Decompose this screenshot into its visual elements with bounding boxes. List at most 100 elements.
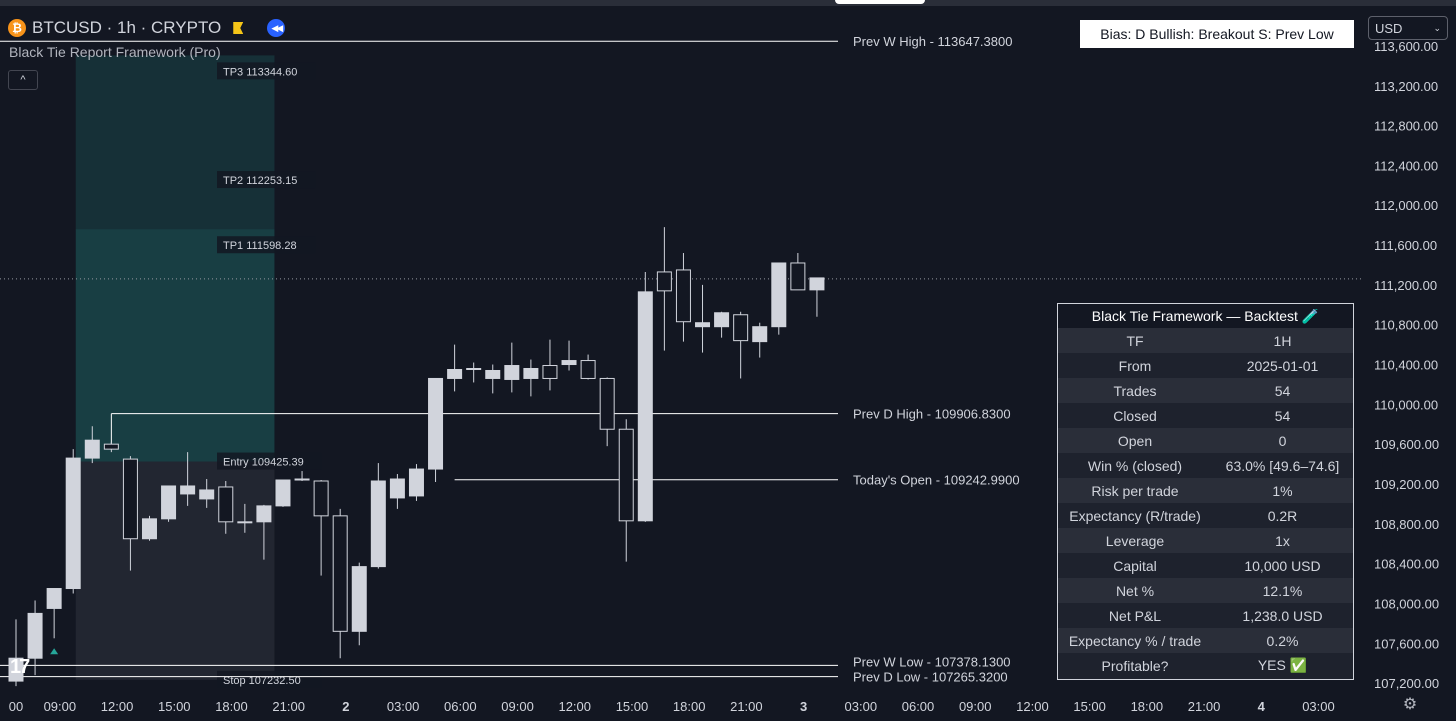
candle-body: [46, 588, 62, 609]
chevron-down-icon: ⌄: [1433, 22, 1441, 33]
candle-body: [103, 443, 119, 450]
time-tick-label: 18:00: [1131, 699, 1164, 714]
candle-body: [161, 485, 177, 520]
candle-body: [180, 485, 196, 495]
backtest-metric: Net %: [1115, 582, 1155, 599]
candle-body: [675, 269, 691, 323]
price-tick-label: 112,400.00: [1374, 158, 1438, 173]
backtest-metric: From: [1118, 357, 1152, 374]
backtest-row: Net % 12.1%: [1058, 578, 1353, 603]
replay-icon[interactable]: ◀◀: [267, 19, 286, 37]
candle-body: [65, 457, 81, 590]
time-tick-label: 15:00: [1073, 699, 1106, 714]
time-tick-label: 21:00: [272, 699, 305, 714]
backtest-value: 0.2%: [1266, 632, 1299, 649]
price-tick-label: 110,000.00: [1374, 397, 1438, 412]
backtest-metric: Expectancy % / trade: [1068, 632, 1202, 649]
symbol-title[interactable]: BTCUSD · 1h · CRYPTO: [32, 18, 222, 37]
entry-label-bg: [217, 452, 322, 470]
gear-icon[interactable]: ⚙: [1402, 696, 1418, 713]
bitcoin-icon: ₿: [8, 19, 26, 37]
target-label-bg: [217, 236, 316, 254]
time-tick-label: 2: [342, 699, 349, 714]
candle-body: [237, 521, 253, 524]
candle-body: [428, 377, 444, 470]
candle-body: [84, 439, 100, 459]
backtest-row: Closed 54: [1058, 403, 1353, 428]
candle-body: [27, 612, 43, 659]
price-tick-label: 112,000.00: [1374, 198, 1438, 213]
candle-body: [408, 468, 424, 497]
indicator-name[interactable]: Black Tie Report Framework (Pro): [9, 44, 221, 60]
time-tick-label: 15:00: [616, 699, 649, 714]
backtest-row: Capital 10,000 USD: [1058, 553, 1353, 578]
backtest-value: 0.2R: [1267, 507, 1298, 524]
candle-body: [8, 657, 24, 682]
stop-label-bg: [217, 670, 322, 688]
candle-body: [542, 365, 558, 379]
time-tick-label: 4: [1258, 699, 1266, 714]
price-tick-label: 109,600.00: [1374, 437, 1439, 452]
price-tick-label: 108,400.00: [1374, 557, 1439, 572]
backtest-metric: Open: [1117, 432, 1153, 449]
time-tick-label: 3: [800, 699, 807, 714]
candle-body: [466, 368, 482, 371]
backtest-row: TF 1H: [1058, 328, 1353, 353]
candle-body: [733, 314, 749, 342]
level-label: Today's Open - 109242.9900: [853, 473, 1020, 488]
price-tick-label: 108,000.00: [1374, 596, 1439, 611]
time-tick-label: 03:00: [845, 699, 878, 714]
backtest-row: From 2025-01-01: [1058, 353, 1353, 378]
backtest-value: 1H: [1273, 332, 1292, 349]
backtest-row: Trades 54: [1058, 378, 1353, 403]
price-tick-label: 112,800.00: [1374, 119, 1438, 134]
candle-body: [580, 360, 596, 379]
level-label: Prev W High - 113647.3800: [853, 34, 1012, 49]
level-label: Prev D Low - 107265.3200: [853, 670, 1008, 685]
candle-body: [370, 480, 386, 568]
backtest-metric: Net P&L: [1108, 607, 1162, 624]
buy-signal-marker: [50, 648, 59, 655]
time-axis[interactable]: 00 09:00 12:00 15:00 18:00 21:00 2 03:00 06:00 09…: [9, 699, 1335, 714]
target-label: TP3 113344.60: [223, 66, 297, 78]
price-axis[interactable]: 113,600.00 113,200.00 112,800.00 112,400.00…: [1374, 39, 1439, 691]
backtest-metric: Profitable?: [1101, 657, 1169, 674]
backtest-table: Black Tie Framework — Backtest 🧪 TF 1H Fro…: [1057, 303, 1354, 680]
chart-header: ₿ BTCUSD · 1h · CRYPTO ◀◀: [8, 16, 286, 40]
take-profit-zone: [75, 55, 275, 462]
time-tick-label: 12:00: [1016, 699, 1049, 714]
active-tab[interactable]: [835, 0, 925, 4]
time-tick-label: 03:00: [387, 699, 420, 714]
candle-body: [199, 489, 215, 500]
collapse-indicators-button[interactable]: ^: [8, 70, 38, 90]
candle-body: [275, 479, 291, 507]
backtest-value: 2025-01-01: [1246, 357, 1319, 374]
position-overlay: TP3 113344.60 TP2 112253.15 TP1 111598.28 E…: [75, 55, 322, 688]
target-label-bg: [217, 171, 316, 189]
price-tick-label: 113,600.00: [1374, 39, 1438, 54]
backtest-value: 54: [1274, 382, 1291, 399]
candle-body: [332, 515, 348, 632]
time-tick-label: 15:00: [158, 699, 191, 714]
backtest-metric: Risk per trade: [1091, 482, 1179, 499]
backtest-row: Expectancy (R/trade) 0.2R: [1058, 503, 1353, 528]
flag-icon[interactable]: [233, 22, 244, 34]
tradingview-logo[interactable]: 17: [10, 656, 30, 678]
time-tick-label: 12:00: [101, 699, 134, 714]
target-label-bg: [217, 62, 316, 80]
candle-body: [561, 360, 577, 366]
backtest-value: 0: [1278, 432, 1287, 449]
backtest-metric: Win % (closed): [1087, 457, 1183, 474]
time-tick-label: 06:00: [902, 699, 935, 714]
backtest-row: Leverage 1x: [1058, 528, 1353, 553]
backtest-value: 10,000 USD: [1244, 557, 1321, 574]
chevron-up-icon: ^: [20, 74, 26, 86]
currency-select[interactable]: USD ⌄: [1368, 16, 1448, 40]
candle-body: [714, 312, 730, 328]
candle-body: [256, 505, 272, 523]
candle-body: [447, 369, 463, 379]
candle-body: [141, 518, 157, 540]
candle-body: [656, 271, 672, 292]
price-tick-label: 111,200.00: [1374, 278, 1437, 293]
